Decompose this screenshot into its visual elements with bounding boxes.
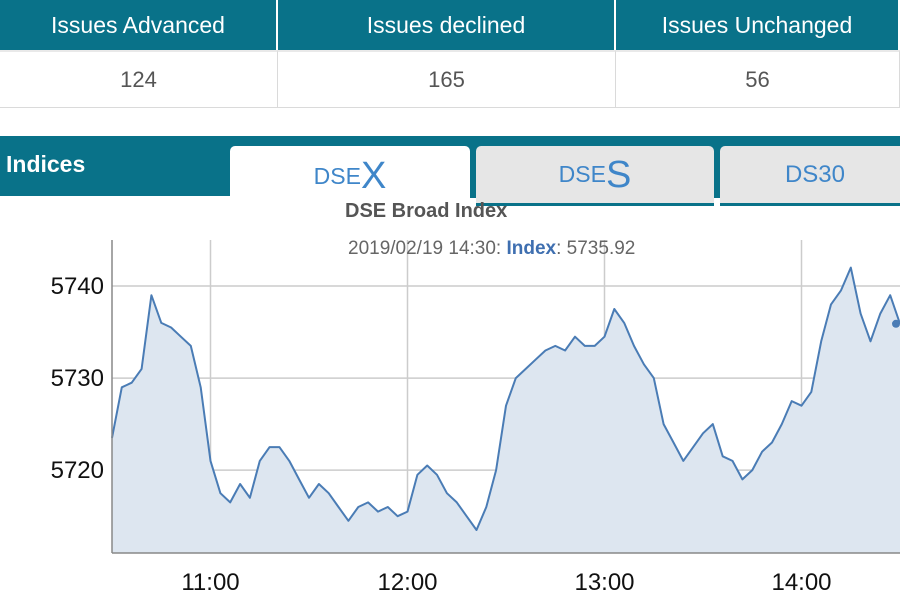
tab-dsex-suffix: X [360,155,387,197]
series-line [111,266,900,531]
market-breadth-table: Issues Advanced Issues declined Issues U… [0,0,900,108]
hover-point [892,319,900,328]
issues-unchanged-header: Issues Unchanged [616,0,900,50]
tab-dses-prefix: DSE [558,161,606,187]
tab-dsex-prefix: DSE [313,162,361,189]
tooltip-datetime: 2019/02/19 14:30: [348,238,502,259]
y-tick-label: 5740 [51,273,104,300]
x-tick-label: 13:00 [574,569,634,596]
chart-title: DSE Broad Index [345,200,508,222]
tooltip-value: 5735.92 [566,238,636,259]
x-tick-label: 12:00 [377,569,437,596]
tab-ds30-label: DS30 [784,160,846,188]
issues-advanced-value: 124 [0,50,278,108]
y-tick-label: 5730 [51,365,104,392]
tooltip-label: Index [506,238,557,259]
breadth-header-row: Issues Advanced Issues declined Issues U… [0,0,900,50]
issues-declined-value: 165 [278,50,616,108]
issues-advanced-header: Issues Advanced [0,0,278,50]
tab-dses[interactable]: DSE S [476,146,714,206]
indices-title: Indices [6,151,86,177]
tab-ds30[interactable]: DS30 [720,146,900,206]
chart-tooltip: 2019/02/19 14:30: Index: 5735.92 [348,238,636,259]
indices-underline [0,196,230,198]
y-tick-label: 5720 [51,457,104,484]
x-tick-label: 11:00 [181,569,239,596]
tab-dsex[interactable]: DSE X [230,146,470,206]
tab-dses-suffix: S [605,153,632,196]
x-tick-label: 14:00 [771,569,831,596]
breadth-values-row: 124 165 56 [0,50,900,108]
issues-declined-header: Issues declined [278,0,616,50]
